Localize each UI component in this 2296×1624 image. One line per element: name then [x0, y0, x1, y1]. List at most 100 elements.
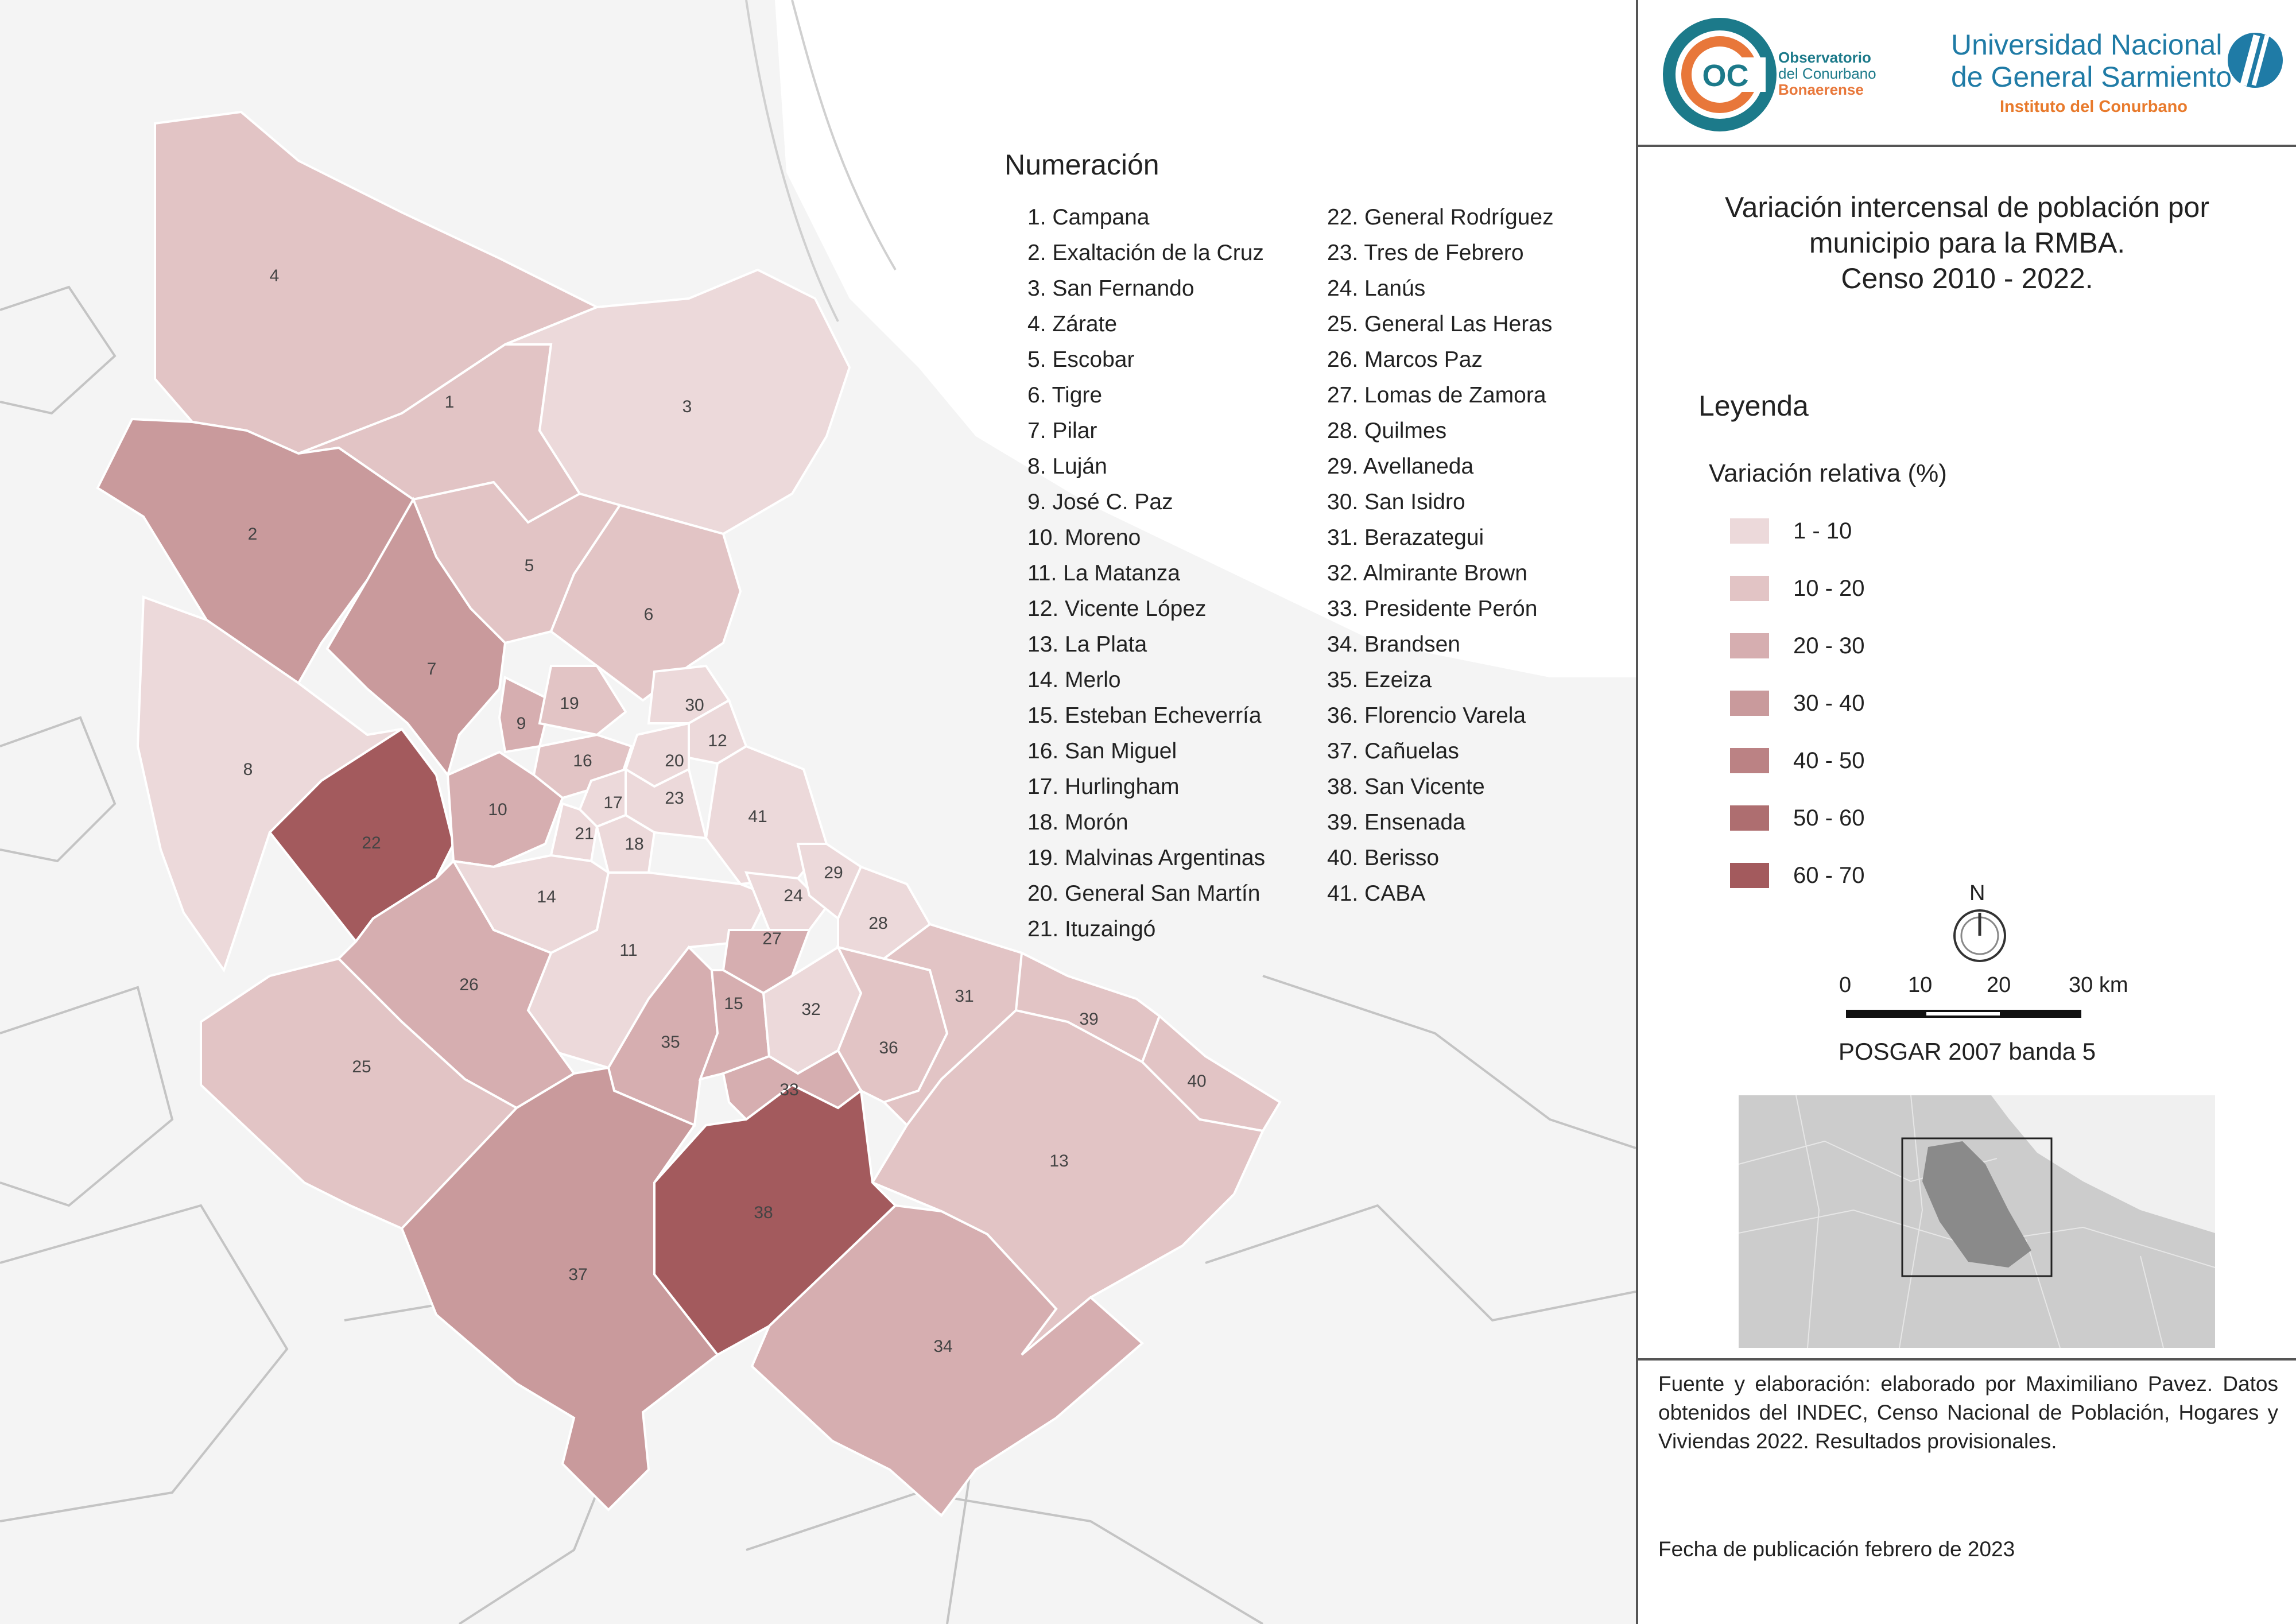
scale-label-20: 20 [1987, 973, 2011, 997]
municipio-34 [750, 1204, 1145, 1517]
numeracion-item: 17. Hurlingham [1027, 774, 1180, 799]
label-18: 18 [625, 835, 643, 854]
numeracion-item: 30. San Isidro [1327, 490, 1465, 514]
ungs-logo-icon [2228, 33, 2283, 88]
numeracion-item: 3. San Fernando [1027, 276, 1194, 301]
numeracion-item: 24. Lanús [1327, 276, 1426, 301]
municipality-labels: 4 1 3 2 5 6 7 8 22 9 19 16 10 30 12 20 4… [243, 266, 1207, 1356]
label-10: 10 [488, 800, 507, 819]
numeracion-item: 19. Malvinas Argentinas [1027, 846, 1266, 870]
legend-heading: Leyenda [1698, 390, 1809, 422]
label-28: 28 [868, 914, 887, 933]
legend-swatch [1730, 805, 1769, 831]
numeracion-item: 26. Marcos Paz [1327, 347, 1483, 372]
choropleth-map: 4 1 3 2 5 6 7 8 22 9 19 16 10 30 12 20 4… [0, 0, 1636, 1624]
label-7: 7 [427, 660, 437, 679]
numeracion-item: 14. Merlo [1027, 668, 1121, 692]
label-3: 3 [682, 397, 692, 416]
numeracion-item: 41. CABA [1327, 881, 1426, 906]
locator-inset-map [1739, 1095, 2215, 1348]
numeracion-item: 12. Vicente López [1027, 596, 1207, 621]
numeracion-item: 33. Presidente Perón [1327, 596, 1538, 621]
numeracion-item: 37. Cañuelas [1327, 739, 1459, 763]
legend-swatch [1730, 748, 1769, 773]
label-30: 30 [685, 696, 704, 715]
label-37: 37 [568, 1265, 587, 1284]
ungs-subtitle: Instituto del Conurbano [2000, 98, 2188, 116]
numeracion-list-left: 1. Campana 2. Exaltación de la Cruz 3. San… [1027, 200, 1265, 947]
numeracion-item: 34. Brandsen [1327, 632, 1461, 657]
label-12: 12 [708, 731, 727, 750]
label-8: 8 [243, 760, 253, 779]
label-14: 14 [537, 887, 556, 906]
numeracion-item: 15. Esteban Echeverría [1027, 703, 1262, 728]
numeracion-item: 20. General San Martín [1027, 881, 1261, 906]
numeracion-item: 6. Tigre [1027, 383, 1103, 408]
numeracion-item: 4. Zárate [1027, 312, 1118, 336]
numeracion-item: 10. Moreno [1027, 525, 1141, 550]
legend-label: 50 - 60 [1793, 805, 1865, 831]
numeracion-item: 32. Almirante Brown [1327, 561, 1528, 586]
label-19: 19 [560, 694, 579, 713]
label-39: 39 [1079, 1010, 1098, 1029]
coc-logo-text: OC [1702, 59, 1749, 93]
label-29: 29 [824, 863, 843, 882]
legend-subtitle: Variación relativa (%) [1709, 459, 1947, 487]
map-title: Variación intercensal de población por m… [1638, 189, 2296, 296]
label-9: 9 [517, 714, 526, 733]
legend-swatch [1730, 576, 1769, 601]
municipio-37 [400, 1066, 719, 1511]
label-38: 38 [754, 1203, 773, 1222]
municipio-21 [549, 802, 599, 863]
label-17: 17 [603, 793, 622, 812]
label-31: 31 [955, 987, 974, 1006]
ungs-line-1: Universidad Nacional [1951, 29, 2223, 61]
label-35: 35 [661, 1033, 680, 1052]
numeracion-item: 21. Ituzaingó [1027, 917, 1156, 941]
label-40: 40 [1187, 1072, 1206, 1091]
label-24: 24 [784, 886, 802, 905]
legend-label: 20 - 30 [1793, 633, 1865, 658]
legend-swatch [1730, 691, 1769, 716]
label-15: 15 [724, 994, 743, 1013]
title-line-2: municipio para la RMBA. [1809, 227, 2126, 259]
label-5: 5 [525, 556, 534, 575]
numeracion-item: 7. Pilar [1027, 418, 1097, 443]
legend-swatch [1730, 863, 1769, 888]
numeracion-list-right: 22. General Rodríguez 23. Tres de Febrero… [1327, 200, 1554, 912]
numeracion-item: 39. Ensenada [1327, 810, 1465, 835]
observatorio-line-3: Bonaerense [1778, 81, 1864, 98]
numeracion-item: 29. Avellaneda [1327, 454, 1474, 479]
ungs-line-2: de General Sarmiento [1951, 61, 2232, 93]
label-41: 41 [748, 807, 767, 826]
rio-de-la-plata [712, 0, 1636, 677]
title-line-3: Censo 2010 - 2022. [1841, 262, 2093, 294]
north-arrow-icon [1953, 909, 2006, 962]
label-22: 22 [362, 834, 381, 852]
label-13: 13 [1049, 1152, 1068, 1170]
legend-label: 10 - 20 [1793, 576, 1865, 601]
label-20: 20 [665, 751, 684, 770]
label-4: 4 [270, 266, 280, 285]
label-26: 26 [459, 975, 478, 994]
numeracion-item: 22. General Rodríguez [1327, 205, 1554, 230]
numeracion-item: 27. Lomas de Zamora [1327, 383, 1546, 408]
header-divider [1638, 145, 2296, 147]
legend-label: 30 - 40 [1793, 691, 1865, 716]
numeracion-item: 5. Escobar [1027, 347, 1135, 372]
numeracion-item: 13. La Plata [1027, 632, 1147, 657]
label-6: 6 [644, 605, 654, 624]
municipio-19 [538, 665, 627, 737]
label-11: 11 [619, 941, 637, 960]
label-33: 33 [779, 1080, 798, 1099]
municipalities [96, 110, 1282, 1517]
legend-label: 1 - 10 [1793, 518, 1852, 544]
scale-label-0: 0 [1839, 973, 1852, 997]
scale-label-30: 30 km [2069, 973, 2128, 997]
source-text: Fuente y elaboración: elaborado por Maxi… [1658, 1372, 2278, 1453]
publication-date: Fecha de publicación febrero de 2023 [1658, 1537, 2015, 1561]
numeracion-item: 16. San Miguel [1027, 739, 1177, 763]
numeracion-item: 2. Exaltación de la Cruz [1027, 241, 1264, 265]
legend-label: 60 - 70 [1793, 863, 1865, 888]
numeracion-item: 31. Berazategui [1327, 525, 1484, 550]
